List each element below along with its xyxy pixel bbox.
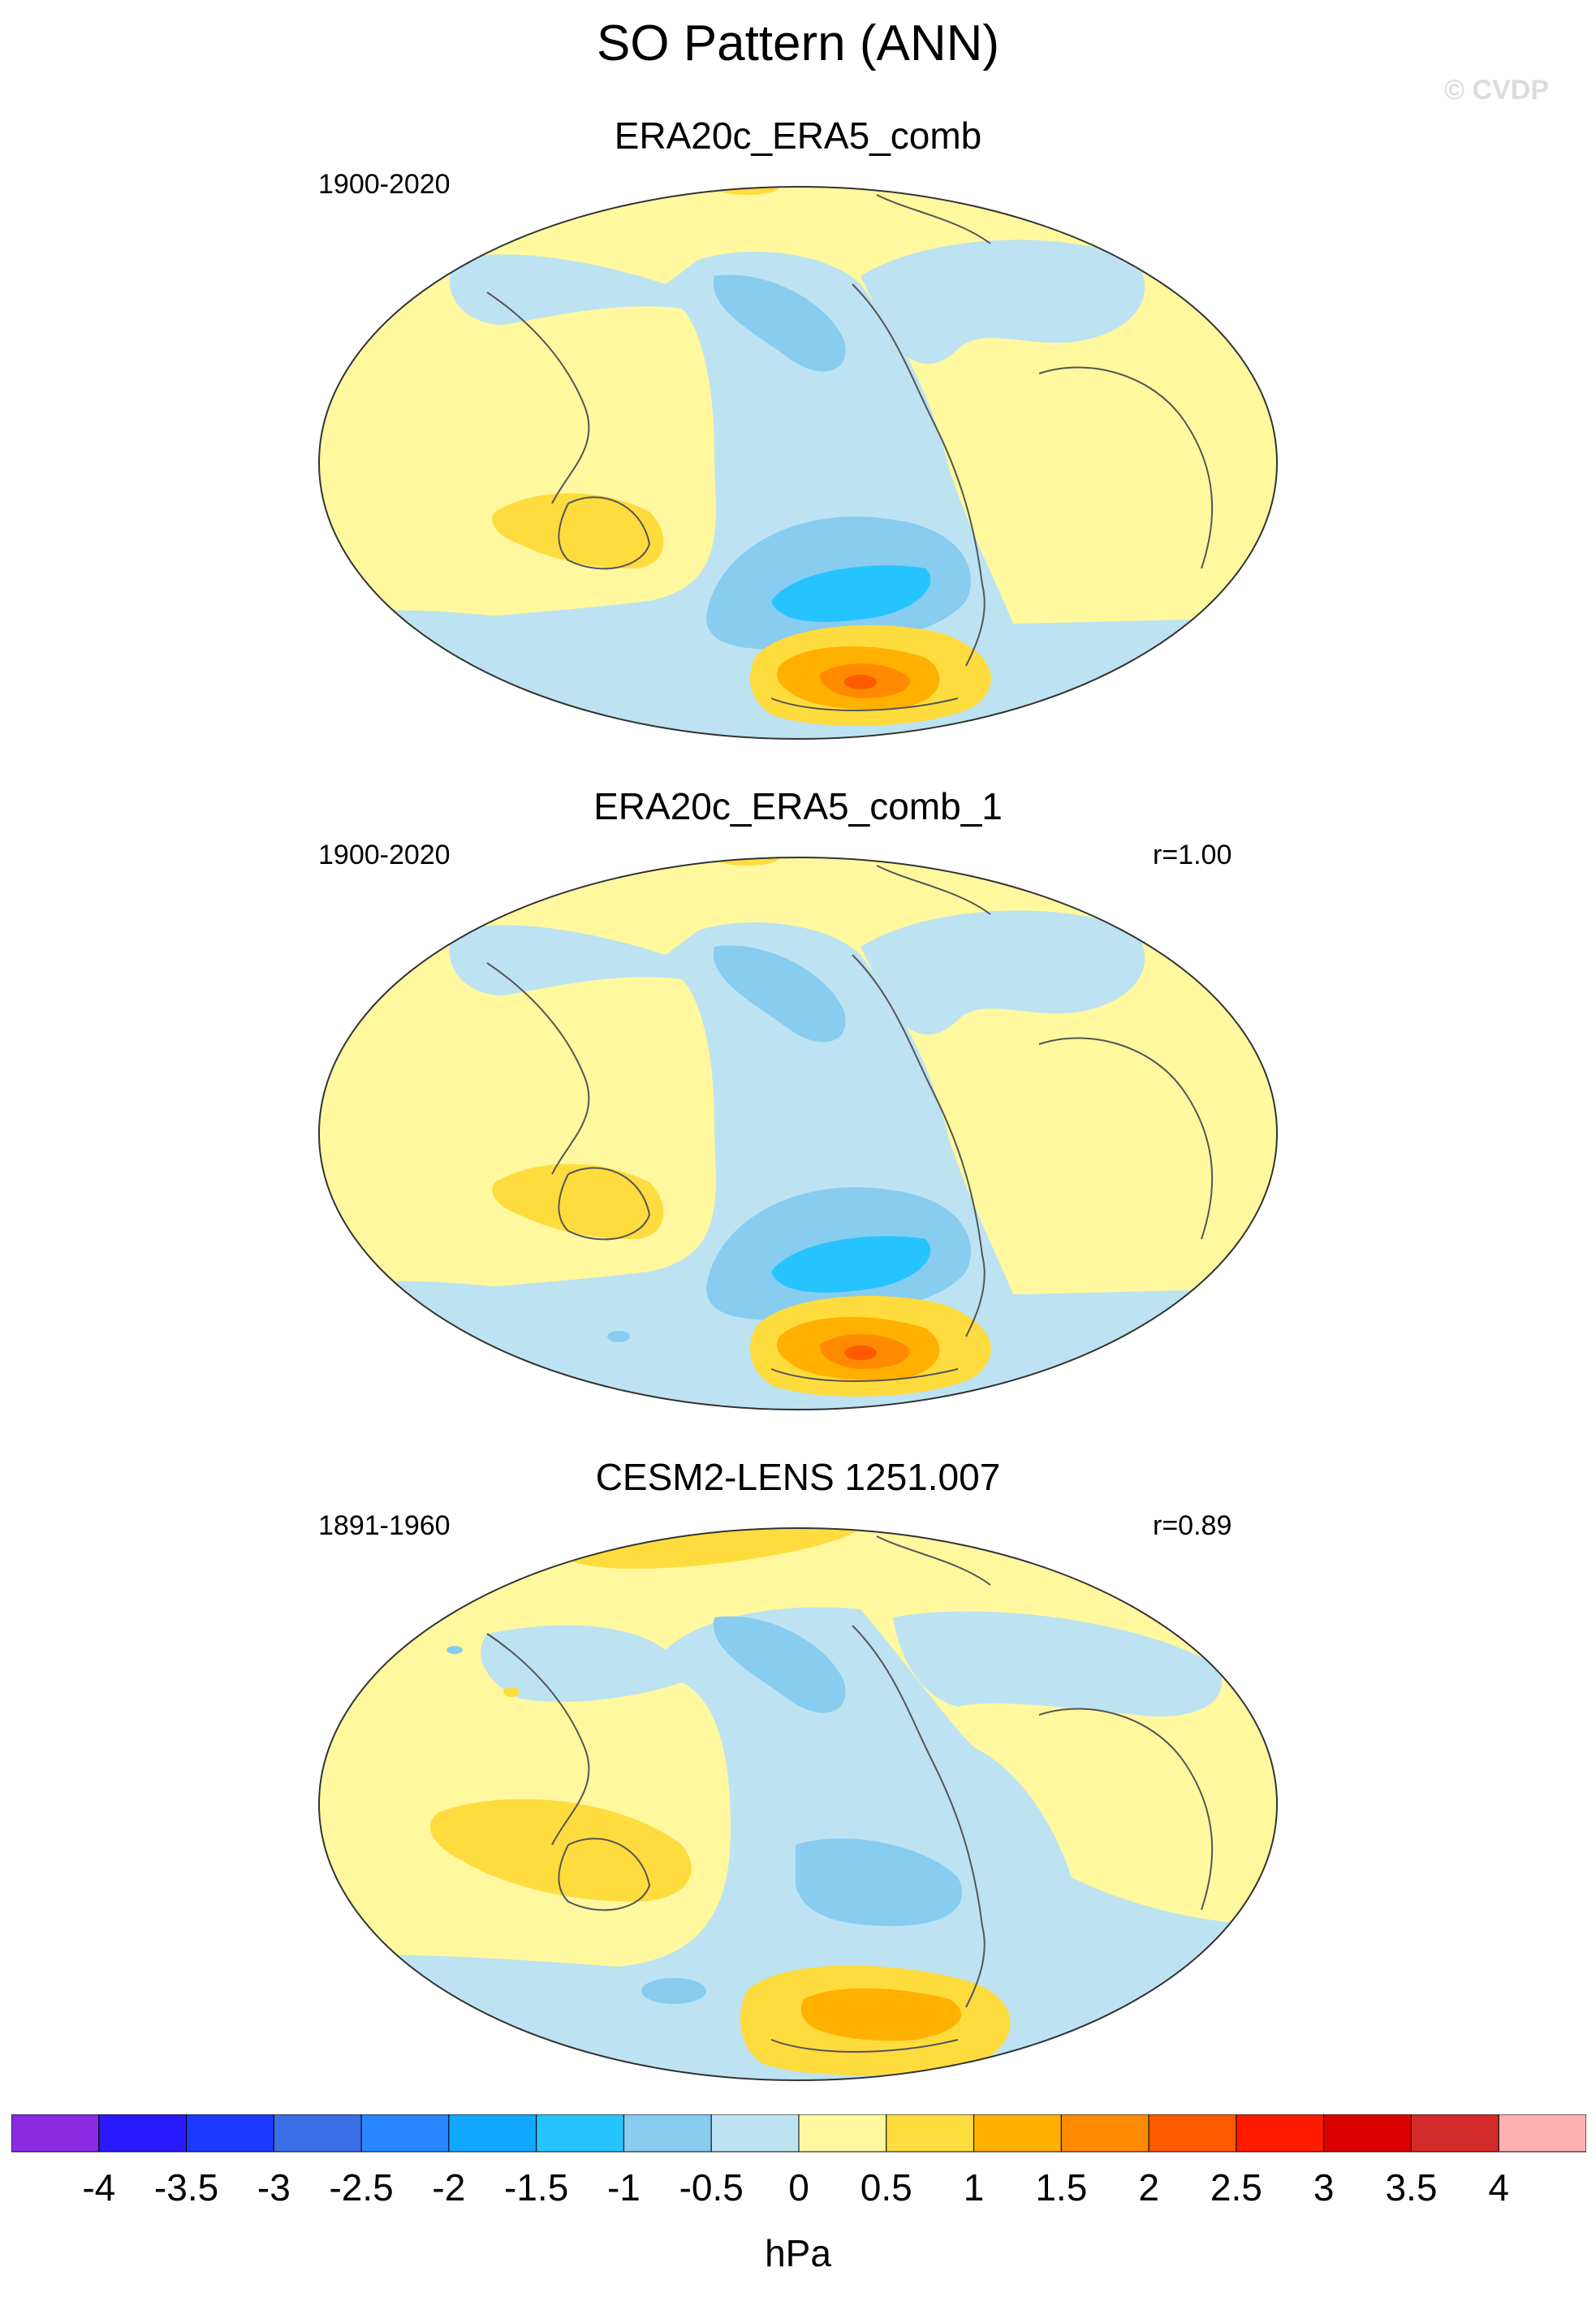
colorbar-tick-label: 1.5: [1035, 2166, 1087, 2209]
colorbar-tick-label: -3.5: [154, 2166, 218, 2209]
colorbar-box: [1498, 2114, 1586, 2153]
panel-2-correlation: r=1.00: [1153, 840, 1232, 870]
antarctic-high-inner: [800, 1988, 962, 2041]
panel-1-map: [318, 186, 1278, 740]
arctic-high: [714, 187, 779, 195]
australia-high: [492, 1164, 664, 1239]
panel-1-title: ERA20c_ERA5_comb: [614, 114, 982, 157]
colorbar-box: [360, 2114, 450, 2153]
colorbar-boxes: [11, 2114, 1586, 2153]
colorbar-box: [1148, 2114, 1237, 2153]
coastlines: [486, 865, 1214, 1382]
colorbar-tick-label: 3.5: [1385, 2166, 1437, 2209]
north-atlantic-negative: [861, 910, 1145, 1035]
colorbar-box: [798, 2114, 887, 2153]
panel-3-map: [318, 1527, 1278, 2081]
australia-high: [430, 1799, 692, 1902]
colorbar-tick-label: -3: [257, 2166, 291, 2209]
colorbar-tick-label: -0.5: [679, 2166, 744, 2209]
colorbar-tick-label: -2: [432, 2166, 465, 2209]
colorbar-tick-label: -2.5: [329, 2166, 393, 2209]
panel-3-title: CESM2-LENS 1251.007: [595, 1456, 1001, 1498]
colorbar-box: [98, 2114, 188, 2153]
south-pacific-low-inner: [771, 565, 931, 622]
pacific-negative-region: [319, 252, 1277, 739]
panel-2-contours: [319, 857, 1277, 1410]
colorbar-box: [1323, 2114, 1412, 2153]
colorbar-box: [1236, 2114, 1325, 2153]
colorbar-box: [623, 2114, 712, 2153]
north-atlantic-negative: [893, 1611, 1223, 1717]
colorbar-tick-labels: -4 -3.5 -3 -2.5 -2 -1.5 -1 -0.5 0 0.5 1 1.5 2 2.5 3 3.5…: [82, 2166, 1509, 2209]
colorbar-box: [448, 2114, 537, 2153]
north-atlantic-negative: [861, 240, 1145, 365]
small-low: [607, 1331, 630, 1342]
panel-3-period: 1891-1960: [318, 1510, 451, 1541]
colorbar-tick-label: -4: [82, 2166, 115, 2209]
colorbar-box: [710, 2114, 800, 2153]
panel-1-period: 1900-2020: [318, 169, 451, 200]
colorbar-tick-label: 3: [1313, 2166, 1335, 2209]
panel-2-title: ERA20c_ERA5_comb_1: [593, 785, 1003, 827]
colorbar-tick-label: 0: [788, 2166, 809, 2209]
southern-ocean-low: [641, 1978, 706, 2004]
colorbar-tick-label: -1: [607, 2166, 641, 2209]
colorbar-units: hPa: [765, 2232, 831, 2274]
coastlines: [486, 1535, 1214, 2053]
pacific-negative-region: [319, 922, 1277, 1410]
colorbar-box: [1410, 2114, 1499, 2153]
colorbar-box: [11, 2114, 100, 2153]
colorbar-tick-label: 4: [1488, 2166, 1509, 2209]
panel-3-correlation: r=0.89: [1153, 1510, 1232, 1541]
colorbar-tick-label: 2.5: [1210, 2166, 1262, 2209]
west-pacific-low: [446, 1646, 463, 1654]
panel-3-map-border: [318, 1527, 1278, 2081]
small-high: [503, 1687, 520, 1697]
colorbar-box: [1060, 2114, 1150, 2153]
antarctic-high-core: [844, 1345, 877, 1360]
panel-2-map: [318, 857, 1278, 1410]
panel-2-period: 1900-2020: [318, 840, 451, 870]
colorbar-box: [536, 2114, 624, 2153]
north-pacific-low: [713, 1616, 846, 1713]
australia-high: [492, 493, 664, 568]
panel-2-map-border: [318, 857, 1278, 1410]
cvdp-watermark: © CVDP: [1444, 75, 1549, 106]
north-pacific-low: [713, 274, 846, 372]
colorbar: -4 -3.5 -3 -2.5 -2 -1.5 -1 -0.5 0 0.5 1 1.5 2 2.5 3 3.5…: [11, 2114, 1586, 2209]
colorbar-tick-label: 1: [964, 2166, 985, 2209]
colorbar-tick-label: 0.5: [861, 2166, 912, 2209]
panel-1-contours: [319, 187, 1277, 739]
colorbar-box: [186, 2114, 274, 2153]
arctic-high: [714, 857, 779, 866]
colorbar-box: [973, 2114, 1062, 2153]
colorbar-box: [273, 2114, 362, 2153]
figure-title: SO Pattern (ANN): [596, 15, 1000, 71]
colorbar-tick-label: 2: [1138, 2166, 1159, 2209]
colorbar-tick-label: -1.5: [504, 2166, 568, 2209]
coastlines: [486, 194, 1214, 711]
north-pacific-low: [713, 945, 846, 1043]
antarctic-high-core: [844, 675, 877, 689]
colorbar-box: [886, 2114, 975, 2153]
south-pacific-low: [796, 1838, 963, 1926]
south-pacific-low-inner: [771, 1236, 931, 1293]
panel-1-map-border: [318, 186, 1278, 740]
panel-3-contours: [319, 1528, 1277, 2080]
